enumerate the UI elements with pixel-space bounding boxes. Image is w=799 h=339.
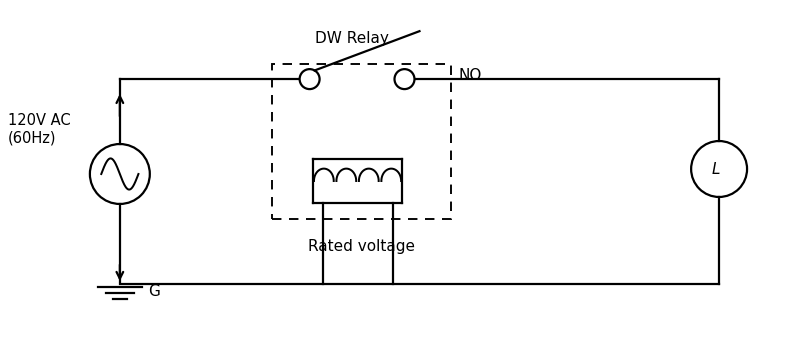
- Text: NO: NO: [459, 67, 482, 83]
- Bar: [272, 64, 451, 219]
- Text: Rated voltage: Rated voltage: [308, 239, 415, 254]
- Text: 120V AC
(60Hz): 120V AC (60Hz): [8, 113, 70, 145]
- Text: DW Relay: DW Relay: [315, 31, 388, 46]
- Text: L: L: [712, 161, 721, 177]
- Text: G: G: [148, 284, 160, 299]
